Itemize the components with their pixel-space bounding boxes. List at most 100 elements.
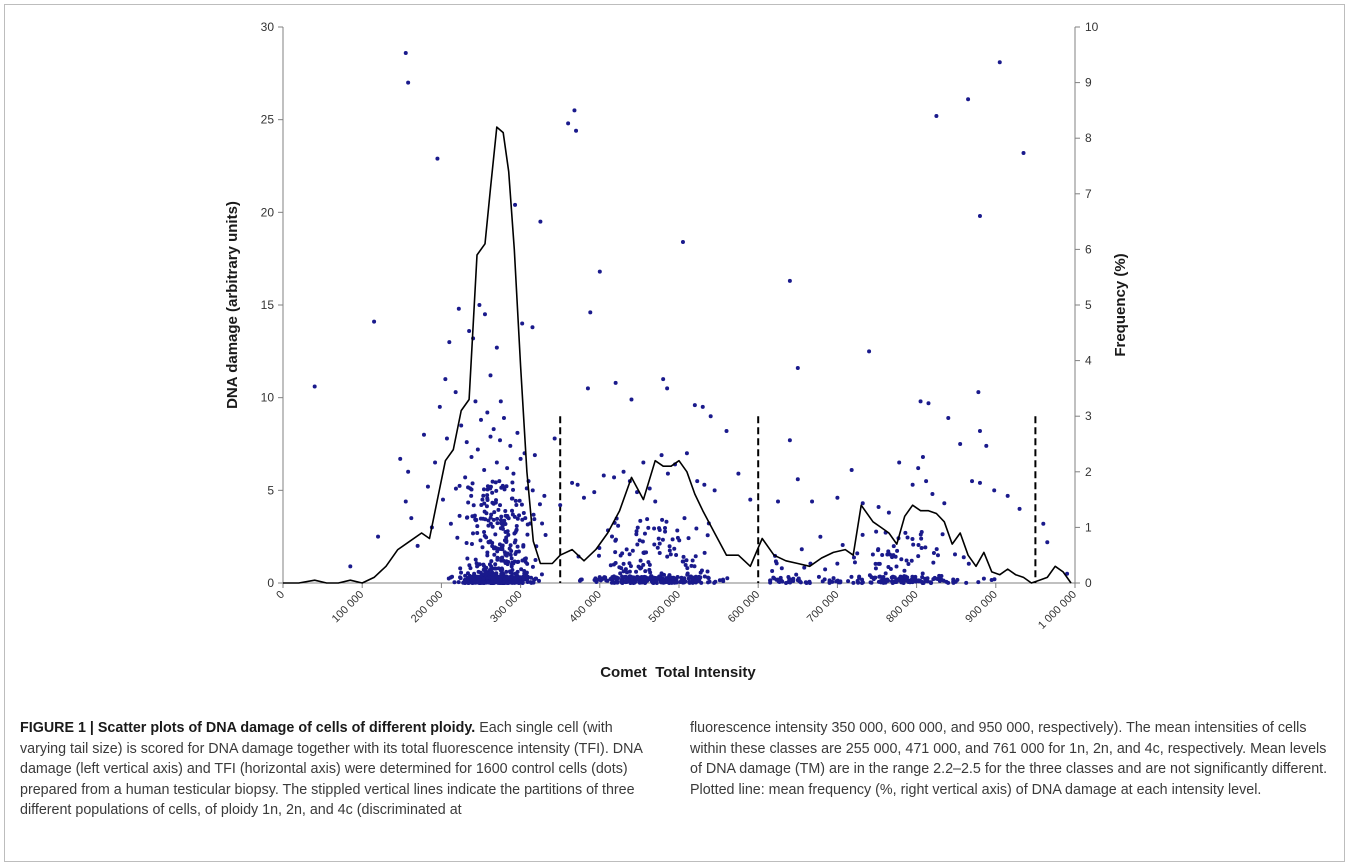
scatter-point [721,577,726,582]
caption-title: FIGURE 1 | Scatter plots of DNA damage o… [20,720,476,736]
scatter-point [894,580,899,585]
scatter-point [627,561,632,566]
y-left-tick-label: 30 [261,20,275,34]
scatter-point [444,436,449,441]
y-right-tick-label: 9 [1085,76,1092,90]
scatter-point [376,534,381,539]
y-left-tick-label: 0 [267,576,274,590]
x-tick-label: 300 000 [488,589,525,626]
scatter-point [466,485,471,490]
scatter-point [835,561,840,566]
x-axis-label: Comet Total Intensity [600,664,756,681]
x-tick-label: 400 000 [567,589,604,626]
scatter-point [629,397,634,402]
scatter-point [724,429,729,434]
scatter-point [661,377,666,382]
scatter-point [493,532,498,537]
scatter-point [466,580,471,585]
scatter-point [537,502,542,507]
scatter-point [627,552,632,557]
scatter-point [621,569,626,574]
scatter-point [531,580,536,585]
scatter-point [675,528,680,533]
scatter-point [830,579,835,584]
scatter-point [482,501,487,506]
scatter-point [488,515,493,520]
scatter-point [880,553,885,558]
scatter-point [452,580,457,585]
scatter-point [970,479,975,484]
scatter-point [489,512,494,517]
scatter-point [706,575,711,580]
scatter-point [940,532,945,537]
scatter-point [495,521,500,526]
scatter-point [482,509,487,514]
scatter-point [931,560,936,565]
scatter-point [581,495,586,500]
scatter-point [976,580,981,585]
scatter-point [713,579,718,584]
caption-body-left: Each single cell (with varying tail size… [20,720,643,819]
scatter-point [488,373,493,378]
scatter-point [458,566,463,571]
scatter-point [667,580,672,585]
scatter-point [459,423,464,428]
scatter-point [966,561,971,566]
scatter-point [537,578,542,583]
scatter-point [459,570,464,575]
scatter-point [613,550,618,555]
scatter-point [799,547,804,552]
scatter-point [481,562,486,567]
scatter-point [680,239,685,244]
scatter-point [919,536,924,541]
scatter-point [705,569,710,574]
scatter-point [860,501,865,506]
scatter-point [686,536,691,541]
scatter-point [874,529,879,534]
scatter-point [624,547,629,552]
scatter-point [611,562,616,567]
y-left-tick-label: 15 [261,298,275,312]
scatter-point [946,580,951,585]
scatter-point [501,416,506,421]
scatter-point [640,539,645,544]
scatter-point [667,548,672,553]
scatter-point [467,563,472,568]
scatter-point [493,562,498,567]
scatter-point [493,500,498,505]
scatter-point [976,390,981,395]
scatter-point [639,578,644,583]
scatter-point [885,552,890,557]
scatter-point [521,510,526,515]
scatter-point [663,529,668,534]
scatter-point [467,328,472,333]
scatter-point [919,530,924,535]
scatter-point [425,484,430,489]
scatter-point [630,548,635,553]
scatter-point [487,568,492,573]
scatter-point [840,542,845,547]
scatter-point [499,521,504,526]
scatter-point [348,564,353,569]
y-right-tick-label: 10 [1085,20,1099,34]
scatter-point [498,547,503,552]
scatter-point [478,538,483,543]
scatter-point [893,554,898,559]
scatter-point [613,380,618,385]
scatter-point [627,569,632,574]
scatter-point [511,471,516,476]
scatter-point [977,429,982,434]
scatter-point [925,576,930,581]
scatter-point [916,554,921,559]
scatter-point [504,538,509,543]
scatter-point [903,530,908,535]
scatter-point [857,574,862,579]
scatter-point [642,531,647,536]
scatter-point [476,574,481,579]
scatter-point [822,577,827,582]
scatter-point [1005,493,1010,498]
scatter-point [645,517,650,522]
scatter-point [524,570,529,575]
scatter-point [611,574,616,579]
scatter-point [664,519,669,524]
